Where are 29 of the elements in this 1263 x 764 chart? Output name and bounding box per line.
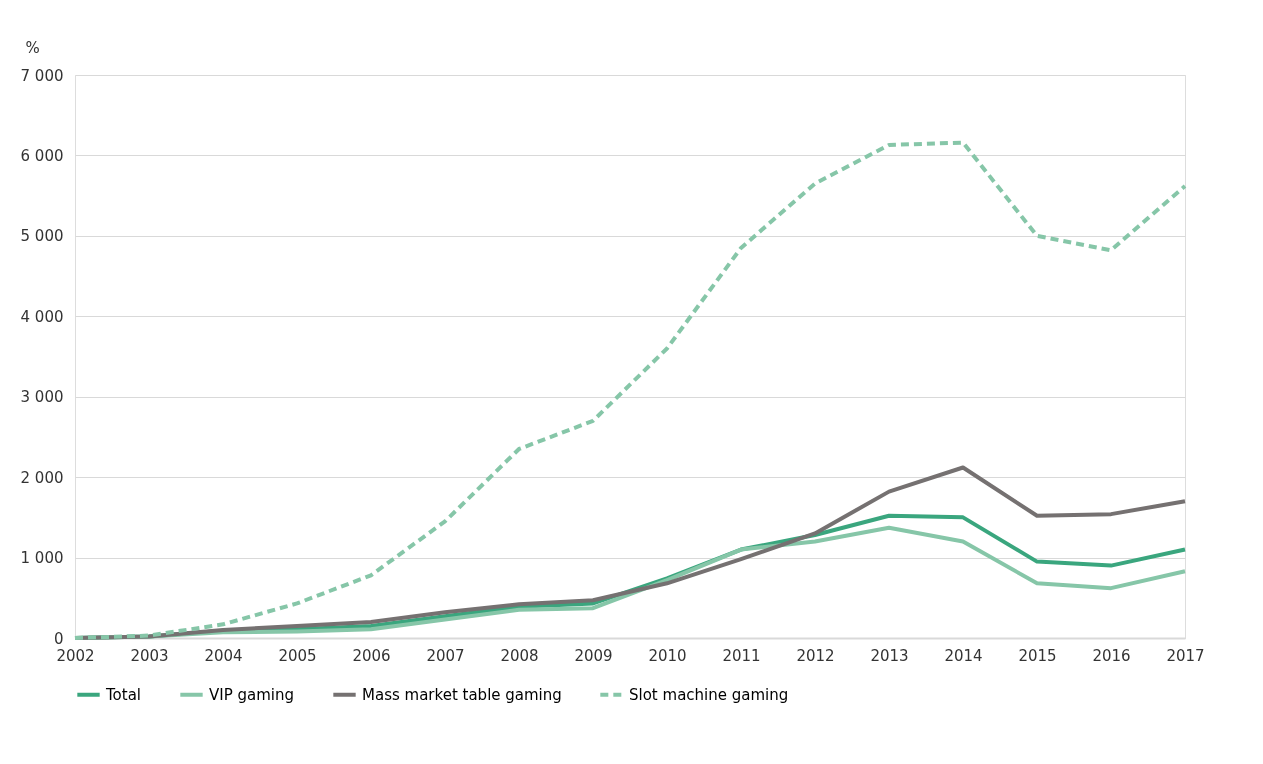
x-tick-label: 2013 (870, 646, 909, 665)
y-tick-label: 1 000 (20, 549, 64, 568)
x-tick-label: 2006 (352, 646, 391, 665)
x-tick-label: 2003 (130, 646, 169, 665)
x-tick-label: 2002 (56, 646, 95, 665)
y-tick-label: 7 000 (20, 66, 64, 85)
x-tick-label: 2009 (574, 646, 613, 665)
x-tick-label: 2011 (722, 646, 761, 665)
x-tick-label: 2017 (1166, 646, 1205, 665)
x-tick-label: 2012 (796, 646, 835, 665)
y-tick-label: 0 (53, 629, 64, 648)
x-tick-label: 2016 (1092, 646, 1131, 665)
x-tick-label: 2010 (648, 646, 687, 665)
x-tick-label: 2004 (204, 646, 243, 665)
y-tick-label: 5 000 (20, 227, 64, 246)
y-tick-label: 6 000 (20, 146, 64, 165)
x-tick-label: 2014 (944, 646, 983, 665)
x-tick-label: 2015 (1018, 646, 1057, 665)
y-tick-label: 4 000 (20, 307, 64, 326)
y-tick-label: 2 000 (20, 468, 64, 487)
y-tick-label: 3 000 (20, 388, 64, 407)
legend-label: Mass market table gaming (362, 685, 562, 704)
legend-label: Total (105, 685, 142, 704)
y-axis-title: % (25, 38, 40, 57)
x-tick-label: 2007 (426, 646, 465, 665)
legend-label: Slot machine gaming (629, 685, 789, 704)
x-tick-label: 2005 (278, 646, 317, 665)
x-tick-label: 2008 (500, 646, 539, 665)
legend-label: VIP gaming (209, 685, 295, 704)
